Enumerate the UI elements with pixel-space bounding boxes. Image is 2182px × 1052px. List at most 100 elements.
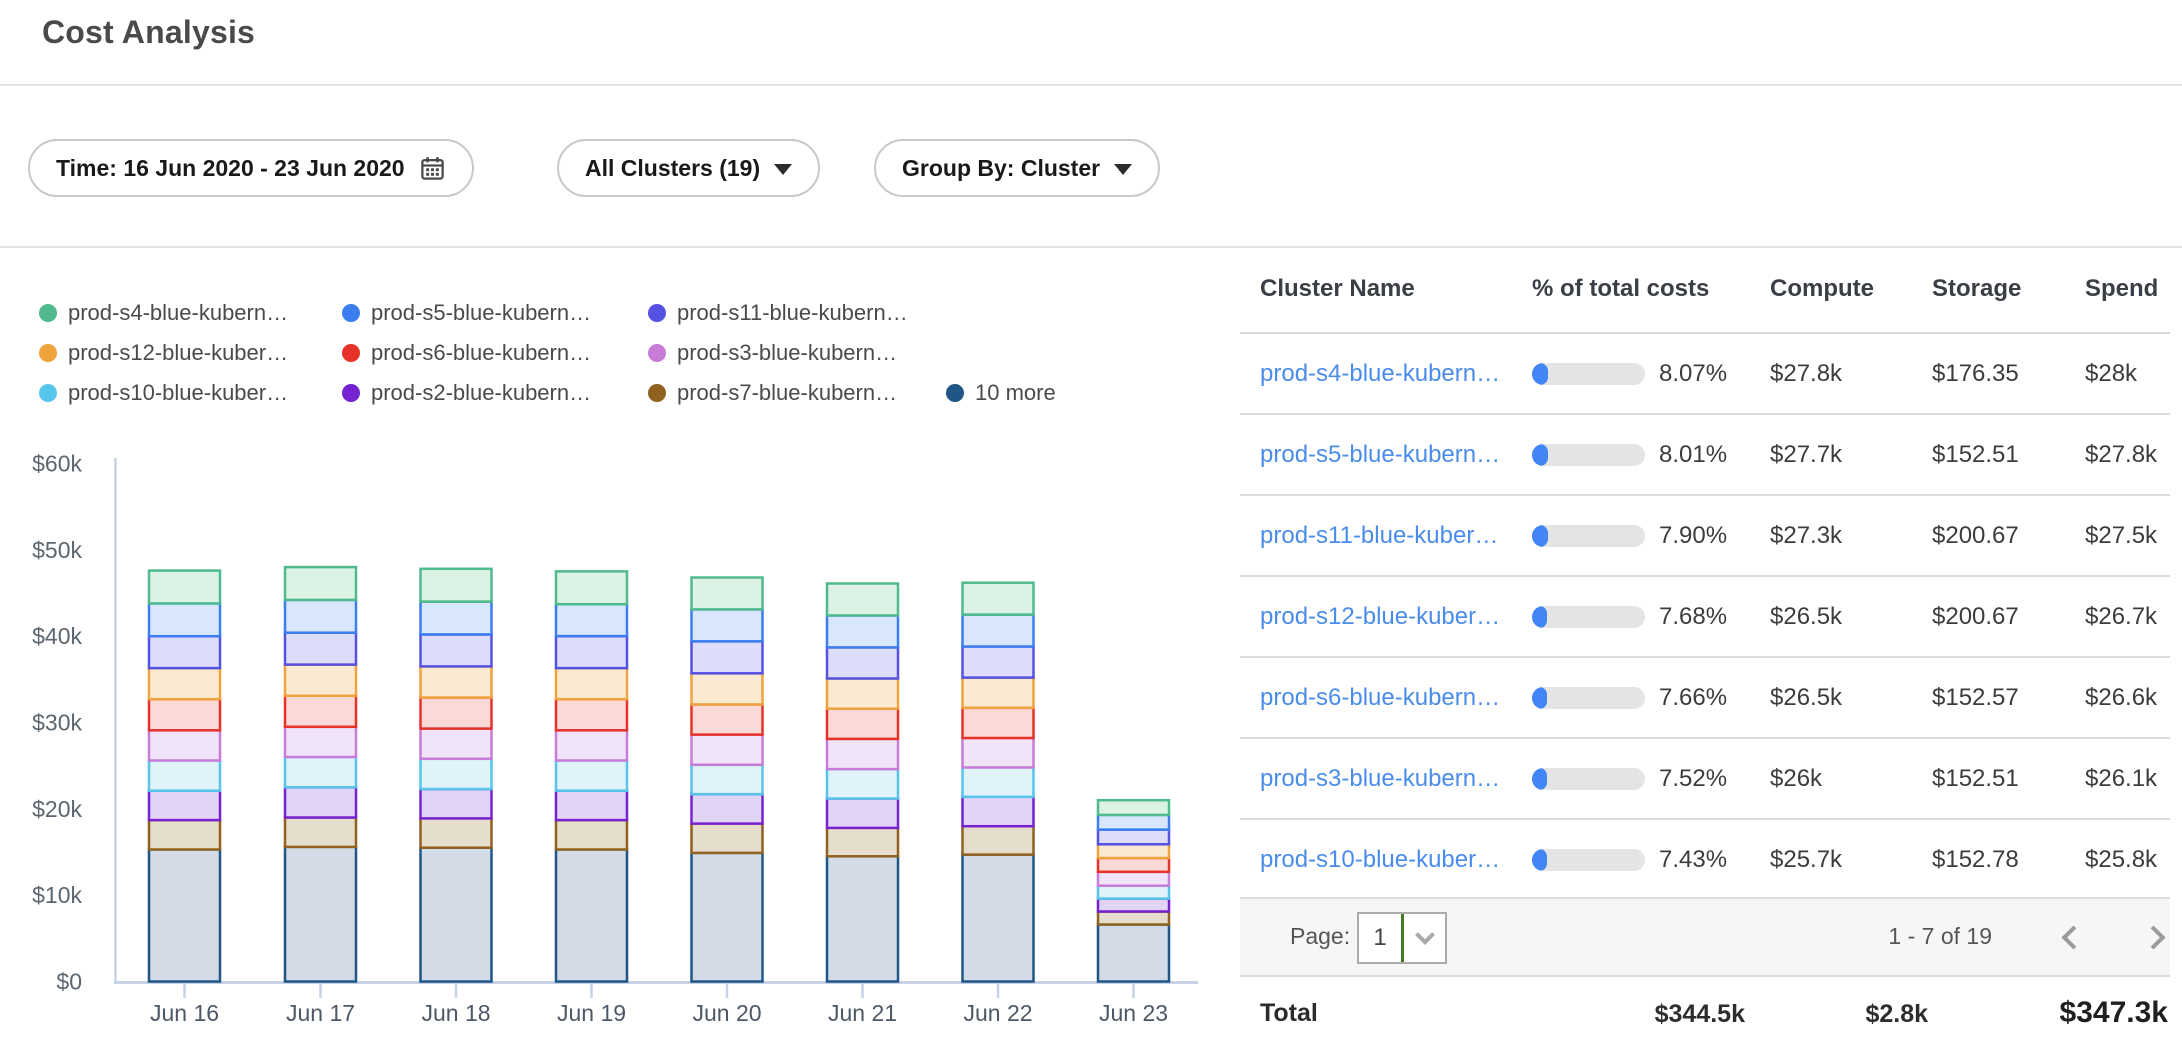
bar-segment[interactable] <box>556 849 627 981</box>
bar-segment[interactable] <box>556 761 627 791</box>
bar-segment[interactable] <box>421 635 492 667</box>
bar-segment[interactable] <box>827 739 898 769</box>
bar-segment[interactable] <box>963 678 1034 708</box>
bar-segment[interactable] <box>1098 899 1169 912</box>
bar-segment[interactable] <box>285 633 356 665</box>
bar-segment[interactable] <box>963 615 1034 647</box>
cluster-name-link[interactable]: prod-s11-blue-kuber… <box>1260 522 1532 550</box>
clusters-filter-dropdown[interactable]: All Clusters (19) <box>557 139 820 197</box>
bar-segment[interactable] <box>285 600 356 633</box>
bar-segment[interactable] <box>285 567 356 600</box>
group-by-dropdown[interactable]: Group By: Cluster <box>874 139 1160 197</box>
bar-segment[interactable] <box>1098 844 1169 858</box>
bar-segment[interactable] <box>827 616 898 648</box>
bar-segment[interactable] <box>692 853 763 982</box>
bar-segment[interactable] <box>421 729 492 759</box>
bar-segment[interactable] <box>149 849 220 981</box>
legend-item[interactable]: prod-s12-blue-kuber… <box>39 341 288 365</box>
bar-segment[interactable] <box>285 665 356 696</box>
bar-segment[interactable] <box>1098 815 1169 830</box>
bar-segment[interactable] <box>421 789 492 818</box>
bar-segment[interactable] <box>556 571 627 604</box>
page-select[interactable]: 1 <box>1357 912 1447 964</box>
cluster-name-link[interactable]: prod-s12-blue-kuber… <box>1260 603 1532 631</box>
next-page-button[interactable] <box>2135 921 2171 957</box>
bar-segment[interactable] <box>827 709 898 739</box>
bar-segment[interactable] <box>1098 800 1169 815</box>
legend-item[interactable]: prod-s4-blue-kubern… <box>39 301 288 325</box>
bar-segment[interactable] <box>963 855 1034 982</box>
legend-item[interactable]: prod-s2-blue-kubern… <box>342 381 591 405</box>
bar-segment[interactable] <box>692 824 763 853</box>
bar-segment[interactable] <box>1098 858 1169 872</box>
bar-segment[interactable] <box>692 794 763 823</box>
legend-item[interactable]: 10 more <box>946 381 1056 405</box>
bar-segment[interactable] <box>285 818 356 847</box>
bar-segment[interactable] <box>692 641 763 673</box>
bar-segment[interactable] <box>1098 830 1169 845</box>
bar-segment[interactable] <box>556 820 627 849</box>
bar-segment[interactable] <box>421 569 492 602</box>
legend-item[interactable]: prod-s6-blue-kubern… <box>342 341 591 365</box>
bar-segment[interactable] <box>692 765 763 794</box>
bar-segment[interactable] <box>1098 912 1169 925</box>
bar-segment[interactable] <box>421 759 492 789</box>
bar-segment[interactable] <box>421 848 492 982</box>
bar-segment[interactable] <box>1098 925 1169 982</box>
bar-segment[interactable] <box>692 673 763 704</box>
bar-segment[interactable] <box>827 769 898 798</box>
bar-segment[interactable] <box>556 668 627 699</box>
legend-item[interactable]: prod-s3-blue-kubern… <box>648 341 897 365</box>
bar-segment[interactable] <box>556 604 627 636</box>
bar-segment[interactable] <box>556 730 627 760</box>
bar-segment[interactable] <box>692 609 763 641</box>
bar-segment[interactable] <box>149 636 220 668</box>
cluster-name-link[interactable]: prod-s10-blue-kuber… <box>1260 846 1532 874</box>
cluster-name-link[interactable]: prod-s6-blue-kubern… <box>1260 684 1532 712</box>
bar-segment[interactable] <box>556 636 627 668</box>
legend-item[interactable]: prod-s10-blue-kuber… <box>39 381 288 405</box>
bar-segment[interactable] <box>827 679 898 709</box>
bar-segment[interactable] <box>421 666 492 697</box>
bar-segment[interactable] <box>421 602 492 635</box>
bar-segment[interactable] <box>421 818 492 847</box>
cluster-name-link[interactable]: prod-s3-blue-kubern… <box>1260 765 1532 793</box>
cluster-name-link[interactable]: prod-s5-blue-kubern… <box>1260 441 1532 469</box>
bar-segment[interactable] <box>285 787 356 817</box>
bar-segment[interactable] <box>692 735 763 765</box>
bar-segment[interactable] <box>827 828 898 857</box>
bar-segment[interactable] <box>285 727 356 757</box>
bar-segment[interactable] <box>827 647 898 678</box>
prev-page-button[interactable] <box>2055 921 2091 957</box>
legend-item[interactable]: prod-s11-blue-kubern… <box>648 301 908 325</box>
legend-item[interactable]: prod-s5-blue-kubern… <box>342 301 591 325</box>
bar-segment[interactable] <box>285 847 356 982</box>
bar-segment[interactable] <box>963 583 1034 615</box>
bar-segment[interactable] <box>149 820 220 849</box>
bar-segment[interactable] <box>692 704 763 734</box>
legend-item[interactable]: prod-s7-blue-kubern… <box>648 381 897 405</box>
bar-segment[interactable] <box>556 699 627 730</box>
bar-segment[interactable] <box>149 761 220 791</box>
bar-segment[interactable] <box>963 647 1034 678</box>
bar-segment[interactable] <box>149 571 220 604</box>
bar-segment[interactable] <box>149 668 220 699</box>
bar-segment[interactable] <box>285 696 356 727</box>
bar-segment[interactable] <box>556 791 627 820</box>
bar-segment[interactable] <box>963 826 1034 855</box>
bar-segment[interactable] <box>1098 886 1169 899</box>
bar-segment[interactable] <box>149 791 220 820</box>
bar-segment[interactable] <box>827 856 898 981</box>
cluster-name-link[interactable]: prod-s4-blue-kubern… <box>1260 360 1532 388</box>
bar-segment[interactable] <box>421 698 492 729</box>
bar-segment[interactable] <box>827 584 898 616</box>
time-range-filter[interactable]: Time: 16 Jun 2020 - 23 Jun 2020 <box>28 139 474 197</box>
bar-segment[interactable] <box>827 799 898 828</box>
bar-segment[interactable] <box>149 730 220 760</box>
bar-segment[interactable] <box>963 738 1034 767</box>
bar-segment[interactable] <box>285 757 356 787</box>
bar-segment[interactable] <box>149 699 220 730</box>
bar-segment[interactable] <box>963 797 1034 826</box>
bar-segment[interactable] <box>1098 872 1169 886</box>
bar-segment[interactable] <box>963 767 1034 796</box>
